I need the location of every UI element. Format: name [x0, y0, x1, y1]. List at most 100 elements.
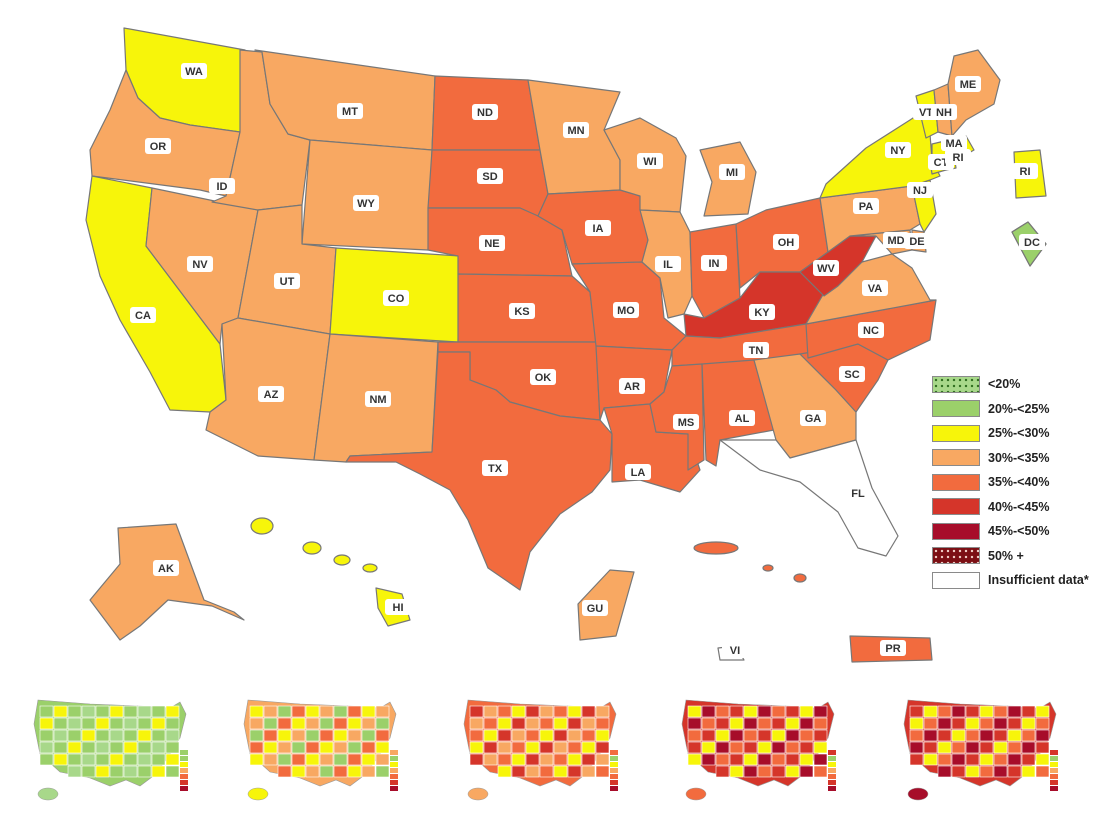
thumbnail-cell: [687, 729, 702, 742]
thumbnail-cell: [965, 705, 980, 718]
thumbnail-legend-swatch: [390, 756, 398, 761]
thumbnail-cell: [109, 753, 124, 766]
thumbnail-cell: [95, 717, 110, 730]
thumbnail-cell: [497, 753, 512, 766]
state-label-bg: [145, 138, 171, 154]
thumbnail-cell: [81, 741, 96, 754]
state-label-ut: UT: [280, 276, 295, 288]
thumbnail-cell: [1021, 717, 1036, 730]
thumbnail-cell: [1021, 741, 1036, 754]
thumbnail-cell: [937, 765, 952, 778]
thumbnail-cell: [553, 705, 568, 718]
thumbnail-alaska: [907, 787, 929, 801]
thumbnail-cell: [319, 729, 334, 742]
thumbnail-cell: [525, 729, 540, 742]
thumbnail-cell: [979, 741, 994, 754]
state-label-ga: GA: [805, 413, 822, 425]
thumbnail-cell: [993, 717, 1008, 730]
thumbnail-cell: [123, 717, 138, 730]
state-label-ne: NE: [484, 238, 499, 250]
thumbnail-cell: [67, 717, 82, 730]
thumbnail-cell: [923, 729, 938, 742]
thumbnail-cell: [951, 717, 966, 730]
thumbnail-cell: [595, 705, 610, 718]
thumbnail-cell: [715, 717, 730, 730]
thumbnail-cell: [95, 741, 110, 754]
state-label-bg: [625, 464, 651, 480]
thumbnail-cell: [333, 705, 348, 718]
thumbnail-cell: [701, 753, 716, 766]
state-label-az: AZ: [264, 389, 279, 401]
thumbnail-cell: [123, 753, 138, 766]
state-label-pa: PA: [859, 201, 874, 213]
thumbnail-cell: [291, 741, 306, 754]
thumbnail-cell: [771, 729, 786, 742]
thumbnail-cell: [347, 741, 362, 754]
thumbnail-cell: [1035, 729, 1050, 742]
state-label-bg: [655, 256, 681, 272]
state-label-bg: [482, 460, 508, 476]
state-label-bg: [209, 178, 235, 194]
thumbnail-cell: [375, 717, 390, 730]
thumbnail-cell: [951, 705, 966, 718]
state-label-wi: WI: [643, 156, 656, 168]
thumbnail-cell: [743, 705, 758, 718]
thumbnail-cell: [1021, 753, 1036, 766]
hawaii-island-3: [362, 563, 378, 573]
thumbnail-cell: [757, 753, 772, 766]
thumbnail-cell: [581, 717, 596, 730]
state-label-ar: AR: [624, 381, 640, 393]
thumbnail-legend-swatch: [1050, 774, 1058, 779]
state-label-bg: [885, 142, 911, 158]
state-label-bg: [729, 410, 755, 426]
thumbnail-cell: [109, 717, 124, 730]
thumbnail-cell: [497, 741, 512, 754]
thumbnail-cell: [715, 729, 730, 742]
thumbnail-cell: [291, 765, 306, 778]
state-label-wy: WY: [357, 198, 375, 210]
thumbnail-cell: [319, 765, 334, 778]
state-label-bg: [883, 232, 909, 248]
thumbnail-cell: [361, 717, 376, 730]
thumbnail-cell: [151, 729, 166, 742]
legend-label: 40%-<45%: [988, 499, 1050, 514]
thumbnail-cell: [539, 741, 554, 754]
state-label-mi: MI: [726, 167, 738, 179]
legend-label: 20%-<25%: [988, 401, 1050, 416]
state-label-mn: MN: [567, 125, 584, 137]
thumbnail-cell: [785, 717, 800, 730]
thumbnail-map-5: [903, 699, 1058, 801]
thumbnail-cell: [95, 765, 110, 778]
state-label-il: IL: [663, 259, 673, 271]
state-label-sd: SD: [482, 171, 497, 183]
thumbnail-cell: [799, 705, 814, 718]
state-label-bg: [585, 220, 611, 236]
legend-item: 40%-<45%: [932, 495, 1092, 520]
state-label-tx: TX: [488, 463, 503, 475]
state-label-wa: WA: [185, 66, 203, 78]
thumbnail-cell: [1021, 705, 1036, 718]
thumbnail-cell: [165, 753, 180, 766]
state-label-bg: [337, 103, 363, 119]
thumbnail-cell: [595, 753, 610, 766]
state-label-bg: [181, 63, 207, 79]
state-label-bg: [862, 280, 888, 296]
thumbnail-cell: [347, 705, 362, 718]
hawaii-island-0: [250, 517, 274, 535]
thumbnail-cell: [951, 765, 966, 778]
thumbnail-cell: [305, 765, 320, 778]
thumbnail-cell: [993, 705, 1008, 718]
state-label-vt: VT: [919, 107, 933, 119]
state-label-or: OR: [150, 141, 167, 153]
thumbnail-cell: [81, 705, 96, 718]
thumbnail-cell: [567, 729, 582, 742]
thumbnail-cell: [137, 729, 152, 742]
state-fl: [719, 439, 899, 557]
thumbnail-cell: [53, 753, 68, 766]
state-label-bg: [673, 414, 699, 430]
thumbnail-cell: [979, 753, 994, 766]
state-label-tn: TN: [749, 345, 764, 357]
thumbnail-legend-swatch: [610, 786, 618, 791]
state-label-bg: [941, 135, 967, 151]
thumbnail-cell: [813, 753, 828, 766]
